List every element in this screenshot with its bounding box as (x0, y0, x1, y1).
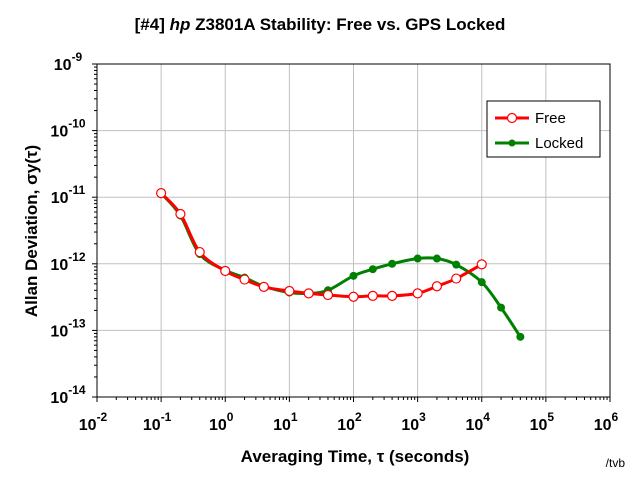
data-point-free (303, 288, 314, 299)
data-point-free (412, 288, 423, 299)
x-tick-base: 10 (143, 417, 161, 434)
plot-frame (96, 63, 611, 398)
y-tick-exponent: -12 (68, 250, 86, 264)
data-point-locked (413, 254, 422, 263)
y-axis-title: Allan Deviation, σy(τ) (22, 145, 41, 317)
y-tick-label: 10-11 (51, 183, 86, 207)
y-tick-exponent: -13 (68, 316, 86, 330)
data-point-free (284, 285, 295, 297)
y-tick-base: 10 (54, 57, 72, 74)
data-point-locked (497, 303, 506, 312)
x-tick-exponent: -1 (161, 410, 172, 424)
y-tick-base: 10 (50, 390, 68, 407)
data-point-free (476, 259, 487, 270)
chart-title-rest: Z3801A Stability: Free vs. GPS Locked (195, 15, 505, 34)
legend-marker-locked (508, 139, 516, 147)
x-tick-exponent: 3 (419, 410, 426, 424)
data-point-free (367, 290, 378, 301)
x-axis-title: Averaging Time, τ (seconds) (241, 447, 470, 466)
x-tick-label: 106 (594, 410, 619, 434)
tick-labels: 10-2 10-1 100 101 102 103 104 105 10610-910-1010… (50, 50, 618, 434)
y-tick-base: 10 (50, 257, 68, 274)
y-tick-exponent: -11 (69, 183, 86, 197)
data-point-locked (349, 271, 358, 280)
legend-label-free: Free (535, 110, 566, 127)
x-tick-base: 10 (594, 417, 612, 434)
x-tick-exponent: 1 (291, 410, 298, 424)
data-point-free (451, 273, 462, 284)
x-tick-base: 10 (530, 417, 548, 434)
series-free (156, 188, 487, 302)
x-tick-base: 10 (466, 417, 484, 434)
y-tick-exponent: -14 (68, 383, 86, 397)
x-tick-base: 10 (79, 417, 97, 434)
x-tick-exponent: 6 (612, 410, 619, 424)
series-group (156, 188, 525, 341)
x-tick-label: 100 (209, 410, 234, 434)
y-tick-exponent: -10 (68, 117, 86, 131)
chart-title-prefix: [#4] (135, 15, 165, 34)
x-tick-exponent: 0 (227, 410, 234, 424)
data-point-free (322, 289, 334, 301)
x-tick-base: 10 (273, 417, 291, 434)
data-point-locked (388, 259, 397, 268)
y-tick-label: 10-13 (50, 316, 85, 340)
y-tick-label: 10-9 (54, 50, 83, 74)
legend: Free Locked (486, 100, 601, 158)
x-tick-label: 102 (337, 410, 362, 434)
legend-label-locked: Locked (535, 135, 583, 152)
data-point-free (239, 274, 250, 285)
y-tick-base: 10 (50, 124, 68, 141)
x-tick-base: 10 (401, 417, 419, 434)
legend-item-free: Free (495, 110, 566, 127)
x-tick-label: 10-2 (79, 410, 108, 434)
credit-text: /tvb (606, 456, 626, 470)
data-point-locked (452, 260, 461, 269)
x-tick-label: 103 (401, 410, 426, 434)
x-tick-exponent: 5 (547, 410, 554, 424)
data-point-free (387, 290, 398, 301)
data-point-free (175, 208, 186, 220)
y-tick-label: 10-10 (50, 117, 85, 141)
series-free-line (160, 192, 483, 299)
data-point-free (156, 188, 167, 199)
y-tick-exponent: -9 (72, 50, 83, 64)
legend-item-locked: Locked (495, 135, 583, 152)
data-point-free (194, 246, 205, 258)
y-tick-base: 10 (51, 190, 69, 207)
y-tick-label: 10-14 (50, 383, 85, 407)
x-tick-base: 10 (337, 417, 355, 434)
y-tick-label: 10-12 (50, 250, 85, 274)
x-tick-exponent: -2 (97, 410, 108, 424)
x-tick-exponent: 2 (355, 410, 362, 424)
y-tick-base: 10 (50, 323, 68, 340)
legend-marker-free (506, 112, 518, 124)
data-point-locked (516, 332, 525, 341)
x-tick-exponent: 4 (483, 410, 490, 424)
x-tick-label: 104 (466, 410, 491, 434)
x-tick-base: 10 (209, 417, 227, 434)
data-point-locked (477, 278, 486, 287)
data-point-free (348, 291, 359, 302)
x-tick-label: 105 (530, 410, 555, 434)
legend-box (486, 100, 601, 158)
x-tick-label: 10-1 (143, 410, 172, 434)
chart-title: [#4] hp Z3801A Stability: Free vs. GPS L… (135, 15, 506, 34)
data-point-free (258, 281, 269, 292)
x-tick-label: 101 (273, 410, 298, 434)
data-point-locked (368, 265, 377, 274)
data-point-free (220, 265, 231, 277)
chart-title-brand: hp (170, 15, 191, 34)
data-point-locked (432, 254, 441, 263)
data-point-free (431, 281, 443, 292)
